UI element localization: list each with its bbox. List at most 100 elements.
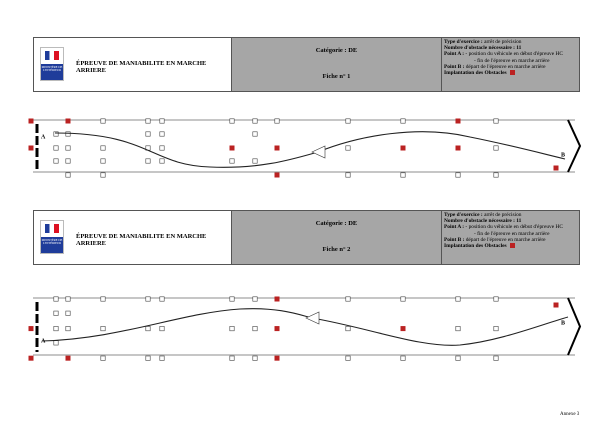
cone	[100, 355, 106, 361]
title: ÉPREUVE DE MANIABILITE EN MARCHE ARRIERE	[76, 233, 207, 247]
header-info: Type d'exercice : arrêt de précision Nomb…	[441, 38, 579, 91]
red-obstacle	[553, 302, 559, 308]
cone	[229, 326, 235, 332]
red-obstacle	[400, 326, 406, 332]
info-line: Point A : - position du véhicule en débu…	[444, 224, 577, 230]
cone	[493, 355, 499, 361]
fiche-number: Fiche n° 1	[322, 73, 351, 80]
logo-flag	[45, 224, 59, 233]
logo-flag	[45, 51, 59, 60]
cone	[159, 158, 165, 164]
red-obstacle	[274, 172, 280, 178]
cone	[345, 296, 351, 302]
point-b: B	[561, 152, 565, 158]
point-a: A	[41, 338, 46, 344]
cone	[229, 296, 235, 302]
cone	[252, 118, 258, 124]
header-mid: Catégorie : DE Fiche n° 2	[231, 211, 441, 264]
cone	[229, 118, 235, 124]
info-label: Type d'exercice :	[444, 212, 483, 218]
red-obstacle	[274, 296, 280, 302]
logo: MINISTÈRE DE L'INTÉRIEUR	[40, 47, 64, 81]
cone	[493, 145, 499, 151]
cone	[252, 158, 258, 164]
info-text: départ de l'épreuve en marche arrière	[464, 63, 546, 70]
cone	[252, 131, 258, 137]
cone	[65, 158, 71, 164]
cone	[53, 310, 59, 316]
cone	[252, 326, 258, 332]
cone	[65, 326, 71, 332]
cone	[145, 131, 151, 137]
cone	[145, 296, 151, 302]
cone	[100, 296, 106, 302]
legend-square	[509, 70, 515, 76]
header-info: Type d'exercice : arrêt de précision Nomb…	[441, 211, 579, 264]
cone	[274, 118, 280, 124]
cone	[493, 118, 499, 124]
info-line: - fin de l'épreuve en marche arrière	[444, 231, 577, 237]
info-label: Point A :	[444, 51, 465, 58]
info-label: Nombre d'obstacle nécessaire : 11	[444, 218, 522, 225]
cone	[345, 118, 351, 124]
cone	[65, 310, 71, 316]
cone	[455, 326, 461, 332]
info-label: Type d'exercice :	[444, 39, 483, 45]
cone	[345, 355, 351, 361]
fiche-header: MINISTÈRE DE L'INTÉRIEUR ÉPREUVE DE MANIA…	[33, 210, 580, 265]
cone	[252, 296, 258, 302]
cone	[229, 158, 235, 164]
red-obstacle	[274, 326, 280, 332]
fiche-header: MINISTÈRE DE L'INTÉRIEUR ÉPREUVE DE MANIA…	[33, 37, 580, 92]
point-b: B	[561, 320, 565, 326]
red-obstacle	[455, 145, 461, 151]
cone	[159, 118, 165, 124]
info-line: Point B : départ de l'épreuve en marche …	[444, 237, 577, 243]
direction-arrow	[305, 311, 320, 325]
fiche-number: Fiche n° 2	[322, 246, 351, 253]
cone	[100, 172, 106, 178]
cone	[159, 145, 165, 151]
red-obstacle	[28, 118, 34, 124]
cone	[229, 355, 235, 361]
cone	[345, 326, 351, 332]
header-left: MINISTÈRE DE L'INTÉRIEUR ÉPREUVE DE MANIA…	[34, 211, 231, 264]
cone	[53, 158, 59, 164]
cone	[100, 158, 106, 164]
cone	[400, 172, 406, 178]
red-obstacle	[274, 355, 280, 361]
info-text: arrêt de précision	[482, 212, 522, 218]
info-line: Point A : - position du véhicule en débu…	[444, 51, 577, 57]
cone	[53, 326, 59, 332]
cone	[252, 355, 258, 361]
cone	[345, 145, 351, 151]
course-diagram: AB	[28, 118, 582, 178]
end-bracket	[567, 119, 582, 173]
info-line: - fin de l'épreuve en marche arrière	[444, 58, 577, 64]
cone	[65, 145, 71, 151]
categorie: Catégorie : DE	[315, 220, 358, 227]
info-label: Point B :	[444, 63, 465, 70]
red-obstacle	[65, 118, 71, 124]
categorie: Catégorie : DE	[315, 47, 358, 54]
cone	[100, 326, 106, 332]
info-text: départ de l'épreuve en marche arrière	[464, 236, 546, 243]
cone	[65, 172, 71, 178]
point-a: A	[41, 134, 46, 140]
logo-text: MINISTÈRE DE L'INTÉRIEUR	[41, 237, 63, 253]
red-obstacle	[28, 145, 34, 151]
cone	[145, 355, 151, 361]
info-line: Point B : départ de l'épreuve en marche …	[444, 64, 577, 70]
cone	[159, 131, 165, 137]
info-label: Implantation des Obstacles	[444, 243, 507, 250]
info-text: - position du véhicule en début d'épreuv…	[464, 51, 563, 58]
info-text: - position du véhicule en début d'épreuv…	[464, 224, 563, 231]
cone	[65, 131, 71, 137]
cone	[493, 172, 499, 178]
info-label: Point B :	[444, 236, 465, 243]
cone	[400, 118, 406, 124]
cone	[145, 326, 151, 332]
info-text: - fin de l'épreuve en marche arrière	[474, 57, 550, 64]
info-line: Implantation des Obstacles	[444, 243, 577, 249]
